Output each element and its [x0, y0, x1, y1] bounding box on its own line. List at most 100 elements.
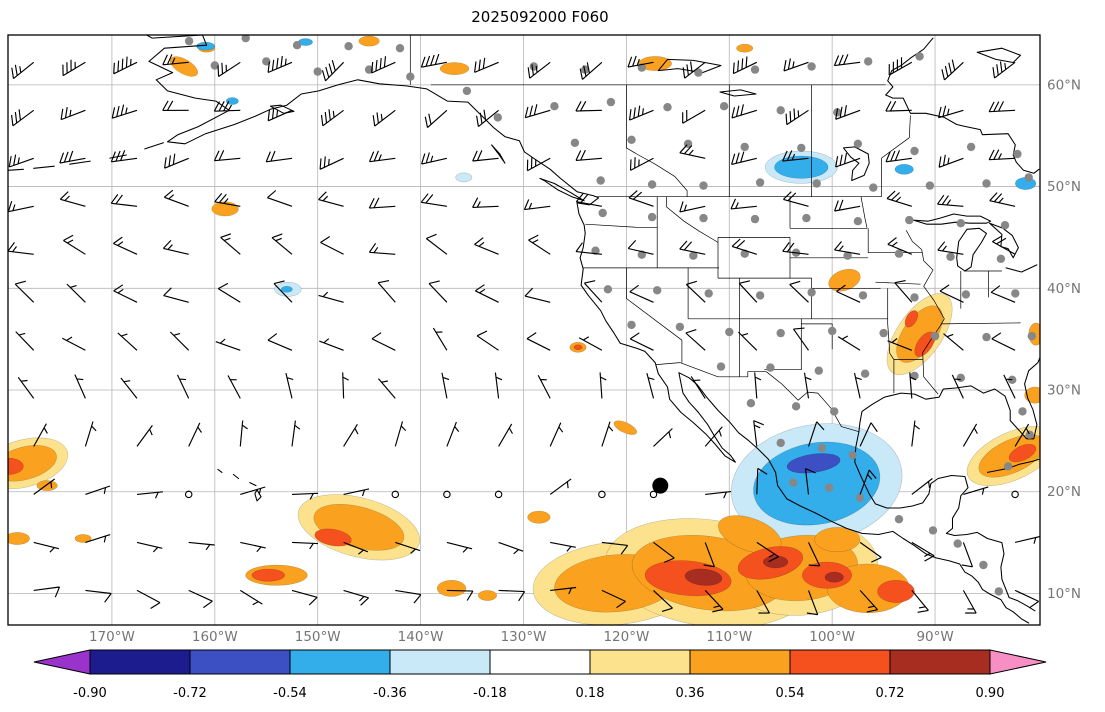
wind-barb: [731, 151, 757, 165]
wind-barb: [599, 372, 607, 399]
wind-barb: [343, 541, 369, 555]
station-dot: [766, 363, 775, 372]
wind-barb: [646, 373, 655, 399]
wind-barb: [368, 197, 396, 209]
station-dot: [627, 135, 636, 144]
colorbar-tick-label: 0.54: [776, 686, 805, 701]
wind-barb: [682, 61, 706, 79]
wind-barb: [705, 491, 732, 499]
colorbar: [33, 649, 1047, 675]
wind-barb: [627, 240, 654, 255]
colorbar-tick-labels: -0.90 -0.72 -0.54 -0.36 -0.18 0.18 0.36 0.54 0.7…: [73, 686, 1004, 701]
political-border: [585, 223, 658, 228]
lat-tick-label: 40°N: [1047, 281, 1081, 297]
wind-barb: [136, 491, 163, 499]
positive-anomaly-region: [439, 62, 470, 75]
calm-wind-circle: [598, 490, 606, 499]
wind-barb: [342, 372, 349, 399]
wind-barb: [120, 377, 138, 399]
lat-tick-label: 60°N: [1047, 77, 1081, 93]
wind-barb: [446, 421, 460, 447]
station-dot: [1027, 331, 1037, 341]
wind-barb: [368, 150, 396, 163]
wind-barb: [1014, 535, 1040, 544]
wind-barb: [833, 54, 861, 67]
wind-barb: [113, 284, 138, 303]
wind-barb: [835, 105, 861, 120]
wind-barb: [962, 590, 977, 614]
station-dot: [961, 290, 971, 299]
political-border: [656, 362, 859, 433]
station-dot: [1025, 430, 1034, 439]
station-dot: [241, 35, 250, 43]
colorbar-tick-label: -0.18: [473, 686, 507, 701]
negative-anomaly-region: [455, 172, 473, 183]
wind-barb: [85, 534, 111, 543]
wind-barb: [239, 589, 263, 606]
colorbar-tick-label: 0.72: [876, 686, 905, 701]
station-dot: [581, 65, 590, 74]
wind-barb: [629, 157, 654, 171]
station-dot: [755, 291, 765, 300]
station-dot: [894, 515, 904, 524]
wind-barb: [629, 332, 654, 351]
colorbar-cell: [389, 649, 491, 675]
wind-barb: [550, 541, 576, 552]
wind-barb: [807, 542, 821, 567]
coastlines-layer: [8, 35, 1040, 624]
wind-barb: [601, 589, 626, 609]
wind-barb: [319, 156, 344, 170]
wind-barb: [213, 150, 241, 162]
positive-anomaly-region: [8, 457, 24, 475]
negative-anomaly-region: [280, 285, 293, 293]
positive-anomaly-region: [436, 580, 467, 597]
wind-barb: [188, 589, 213, 609]
station-dot: [1011, 289, 1020, 298]
lat-tick-label: 20°N: [1047, 484, 1081, 500]
wind-barb: [756, 590, 771, 614]
wind-barb: [988, 101, 1016, 113]
wind-barb: [220, 233, 241, 255]
lon-tick-label: 100°W: [809, 629, 855, 645]
wind-barb: [162, 54, 189, 66]
wind-barb: [319, 338, 344, 351]
wind-barb: [834, 199, 861, 212]
political-border: [626, 267, 683, 363]
station-dot: [788, 478, 798, 487]
colorbar-tick-label: -0.54: [273, 686, 307, 701]
political-border: [941, 322, 1021, 325]
wind-barb: [685, 280, 706, 303]
wind-barb: [441, 372, 450, 399]
colorbar-cell: [189, 649, 291, 675]
station-dot: [262, 57, 271, 66]
coastline: [69, 160, 91, 165]
station-dot: [930, 331, 940, 341]
wind-barb: [988, 149, 1016, 161]
wind-barb: [420, 53, 448, 68]
positive-anomaly-region: [684, 568, 723, 586]
colorbar-under-arrow: [33, 649, 91, 675]
station-dot: [704, 289, 713, 298]
station-dot: [824, 483, 834, 492]
station-dot: [855, 493, 865, 502]
wind-barb: [85, 589, 112, 603]
calm-wind-circle: [649, 490, 658, 499]
station-dot: [716, 362, 726, 371]
wind-barb: [911, 590, 929, 613]
wind-barb: [679, 201, 706, 213]
wind-barb: [885, 150, 912, 163]
lon-tick-label: 130°W: [501, 629, 547, 645]
wind-barb: [793, 327, 809, 351]
wind-barb: [782, 191, 809, 207]
wind-barb: [62, 59, 86, 77]
wind-barb: [629, 284, 654, 303]
colorbar-tick-label: 0.90: [976, 686, 1005, 701]
wind-barb: [943, 333, 964, 351]
coastline: [8, 168, 24, 171]
station-dot: [966, 142, 976, 152]
wind-barb: [343, 589, 369, 606]
wind-barb: [425, 233, 448, 255]
wind-barb: [84, 421, 97, 447]
wind-barb: [853, 372, 862, 399]
wind-barb: [703, 542, 715, 568]
